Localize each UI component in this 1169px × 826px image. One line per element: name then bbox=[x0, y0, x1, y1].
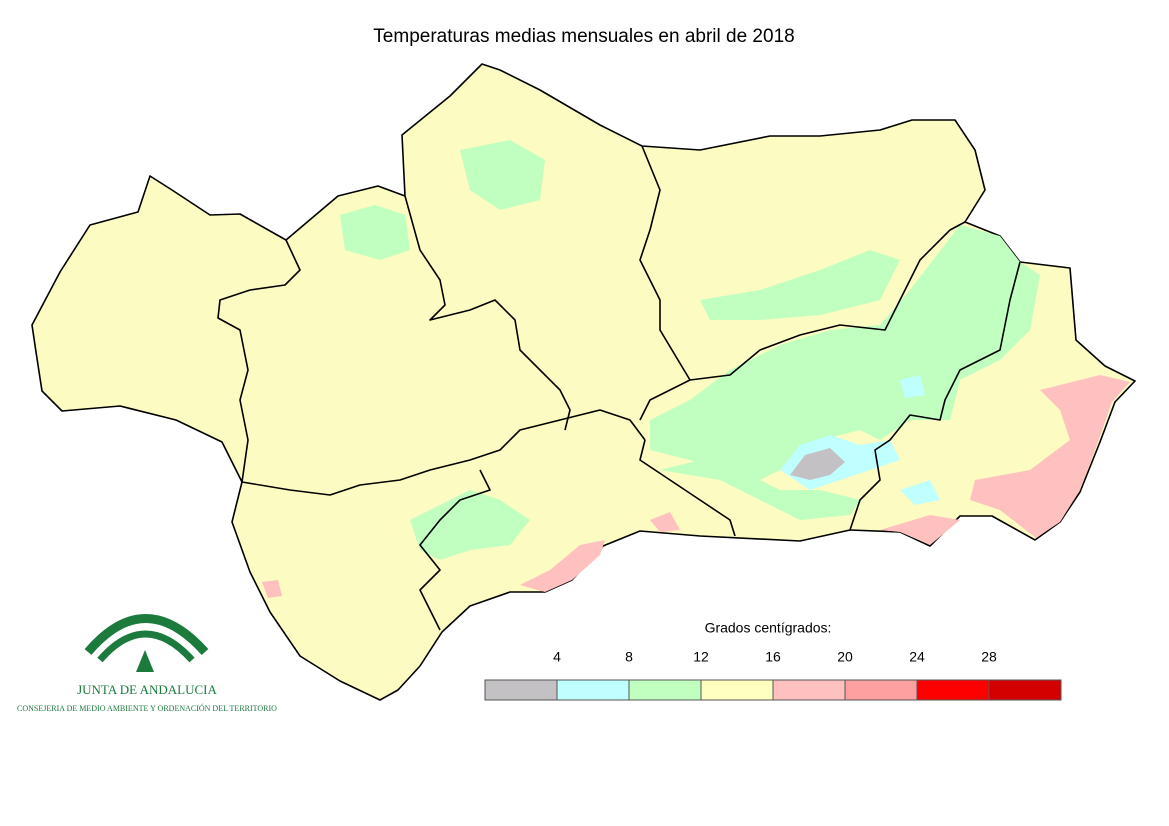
legend-swatch bbox=[916, 679, 990, 701]
legend-swatch bbox=[556, 679, 630, 701]
legend-tick-label: 16 bbox=[765, 649, 781, 665]
legend-tick-label: 8 bbox=[625, 649, 633, 665]
legend-swatch bbox=[628, 679, 702, 701]
map bbox=[31, 63, 1136, 701]
map-title: Temperaturas medias mensuales en abril d… bbox=[373, 26, 794, 47]
logo: JUNTA DE ANDALUCIA CONSEJERIA DE MEDIO A… bbox=[17, 614, 277, 713]
temperature-zones bbox=[262, 140, 1130, 598]
legend-swatch bbox=[700, 679, 774, 701]
legend-swatch bbox=[844, 679, 918, 701]
legend-tick-label: 12 bbox=[693, 649, 709, 665]
legend: Grados centígrados: 4 8 12 16 20 24 28 bbox=[484, 620, 1062, 701]
province-borders bbox=[217, 145, 1021, 631]
legend-tick-label: 24 bbox=[909, 649, 925, 665]
logo-arc bbox=[84, 614, 209, 656]
legend-swatch bbox=[484, 679, 558, 701]
logo-mark bbox=[136, 650, 154, 672]
region-outline bbox=[31, 63, 1136, 701]
logo-arc bbox=[97, 630, 195, 663]
legend-swatch bbox=[772, 679, 846, 701]
legend-tick-label: 4 bbox=[553, 649, 561, 665]
legend-tick-label: 28 bbox=[981, 649, 997, 665]
logo-name: JUNTA DE ANDALUCIA bbox=[77, 682, 217, 697]
logo-department: CONSEJERIA DE MEDIO AMBIENTE Y ORDENACIÓ… bbox=[17, 703, 277, 713]
legend-swatch bbox=[988, 679, 1062, 701]
legend-title: Grados centígrados: bbox=[705, 620, 832, 636]
legend-items: 4 8 12 16 20 24 28 bbox=[484, 649, 1062, 701]
legend-tick-label: 20 bbox=[837, 649, 853, 665]
